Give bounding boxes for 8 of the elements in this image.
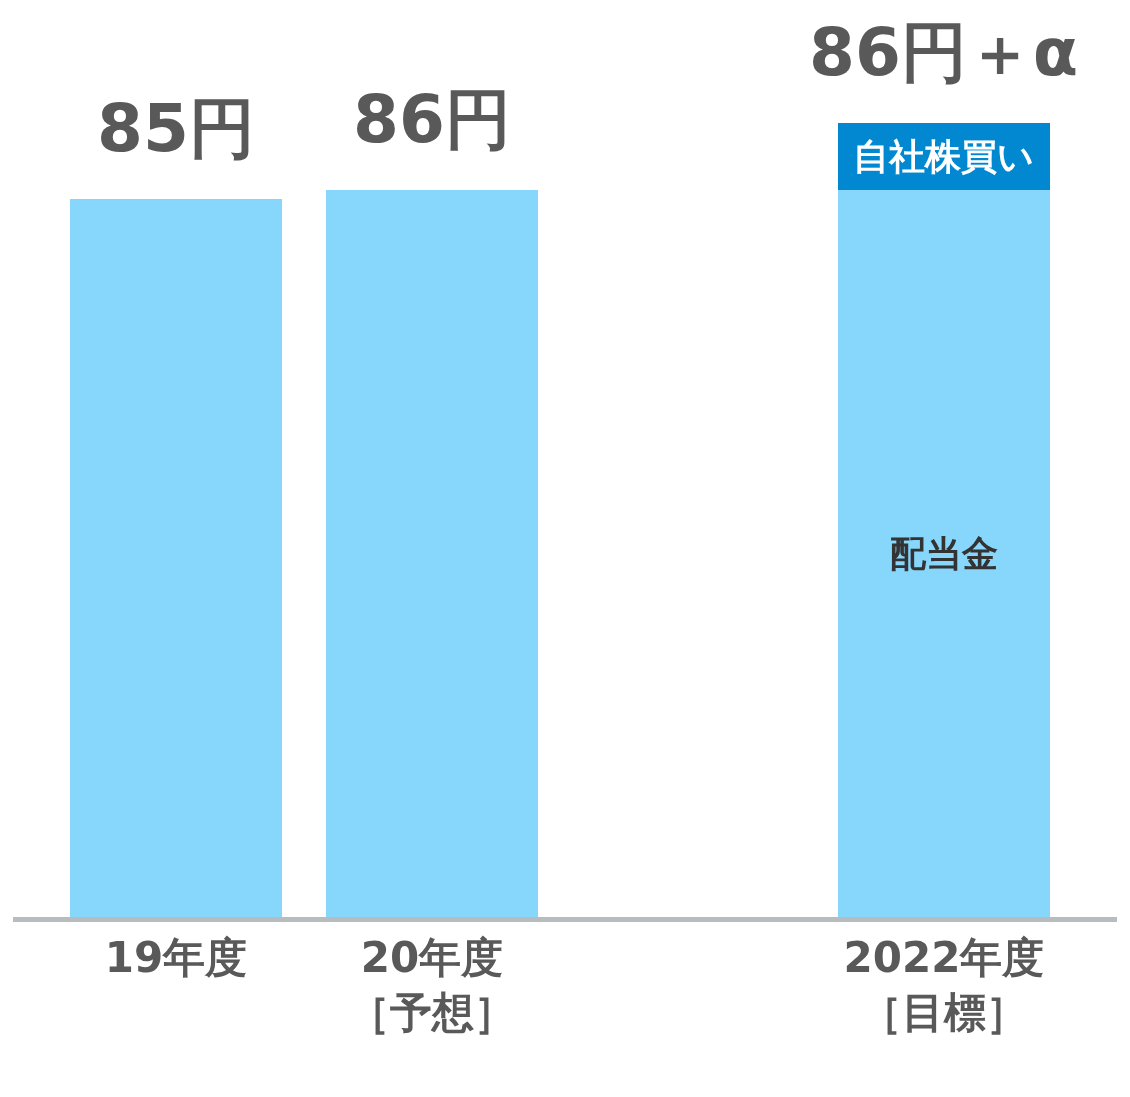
series-label: 自社株買い — [853, 136, 1034, 177]
data-label: 85円 — [97, 90, 255, 167]
data-label: 86円 — [353, 81, 511, 158]
x-tick-label: 20年度［予想］ — [348, 933, 517, 1037]
x-tick-label: 19年度 — [104, 933, 248, 983]
x-tick-label: 2022年度［目標］ — [843, 933, 1045, 1037]
data-label: 86円＋α — [809, 14, 1079, 91]
series-label: 配当金 — [890, 533, 998, 574]
